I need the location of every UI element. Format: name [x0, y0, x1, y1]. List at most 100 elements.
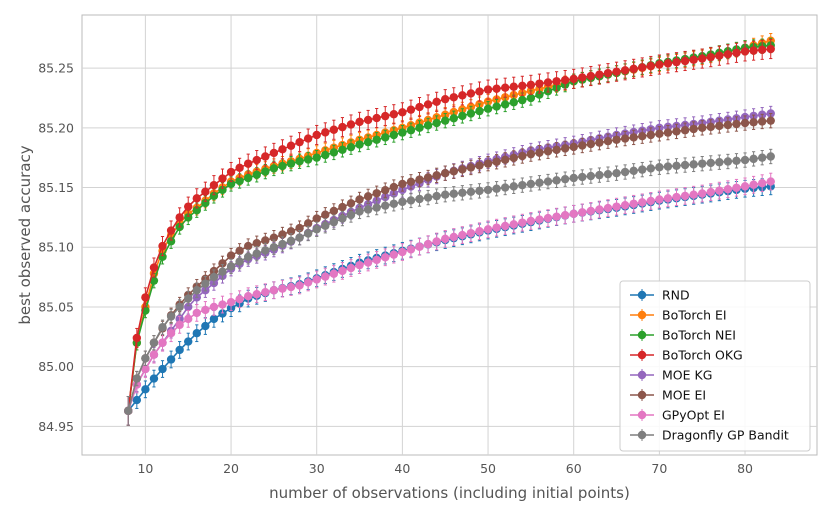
data-point: [578, 208, 587, 217]
data-point: [466, 187, 476, 197]
data-point: [381, 253, 390, 262]
data-point: [141, 364, 150, 374]
data-point: [226, 262, 236, 271]
data-point: [680, 56, 690, 66]
data-point: [698, 189, 707, 198]
data-point: [655, 195, 664, 204]
data-point: [372, 113, 381, 123]
data-point: [680, 191, 690, 201]
data-point: [595, 70, 604, 79]
data-point: [672, 127, 681, 136]
data-point: [526, 216, 536, 226]
legend-marker: [637, 350, 647, 360]
data-point: [680, 160, 690, 170]
data-point: [663, 59, 673, 68]
data-point: [706, 122, 715, 132]
data-point: [261, 236, 270, 245]
series-line: [127, 44, 771, 411]
data-point: [406, 196, 416, 205]
data-point: [166, 226, 176, 235]
data-point: [560, 211, 570, 220]
data-point: [175, 320, 184, 330]
data-point: [552, 176, 561, 185]
data-point: [406, 105, 416, 114]
data-point: [441, 190, 450, 199]
data-point: [458, 111, 467, 121]
data-point: [295, 281, 304, 290]
data-point: [603, 169, 613, 179]
data-point: [620, 66, 630, 75]
data-point: [595, 138, 604, 147]
data-point: [192, 194, 201, 203]
data-point: [141, 354, 150, 363]
data-point: [612, 67, 621, 76]
data-point: [235, 246, 244, 256]
legend: RND BoTorch EI BoTorch NEI BoTorch OKG MOE K…: [619, 280, 811, 452]
data-point: [698, 123, 707, 133]
data-point: [766, 44, 775, 54]
data-point: [132, 333, 142, 343]
data-point: [638, 198, 647, 207]
data-point: [620, 134, 630, 143]
data-point: [355, 260, 364, 270]
data-point: [406, 245, 416, 254]
series-layer: [124, 33, 775, 426]
x-tick-label: 80: [737, 461, 753, 476]
data-point: [363, 115, 373, 125]
data-point: [286, 159, 296, 168]
data-point: [466, 109, 476, 118]
data-point: [201, 187, 210, 196]
data-point: [338, 214, 347, 223]
data-point: [243, 173, 253, 183]
data-point: [723, 120, 733, 130]
data-point: [269, 164, 279, 173]
data-point: [389, 250, 399, 259]
data-point: [475, 161, 484, 170]
data-point: [209, 314, 219, 324]
data-point: [698, 159, 707, 168]
data-point: [518, 151, 527, 161]
data-point: [749, 180, 758, 189]
data-point: [715, 186, 724, 195]
data-point: [321, 210, 330, 219]
data-point: [500, 100, 510, 109]
data-point: [406, 177, 416, 187]
data-point: [363, 192, 373, 201]
legend-marker: [637, 370, 647, 380]
data-point: [192, 329, 201, 338]
data-point: [312, 275, 321, 284]
data-point: [483, 225, 493, 234]
data-point: [518, 95, 527, 105]
data-point: [235, 294, 244, 304]
data-point: [192, 206, 201, 215]
data-point: [578, 172, 587, 182]
data-point: [603, 137, 613, 146]
data-point: [286, 282, 296, 292]
data-point: [423, 173, 433, 182]
data-point: [663, 194, 673, 203]
data-point: [475, 227, 484, 236]
data-point: [201, 305, 210, 315]
data-point: [201, 321, 210, 331]
data-point: [269, 148, 279, 158]
data-point: [381, 111, 390, 121]
data-point: [389, 199, 399, 208]
data-point: [209, 191, 219, 201]
legend-marker: [637, 390, 647, 400]
data-point: [569, 209, 578, 219]
data-point: [278, 230, 287, 239]
data-point: [141, 293, 150, 302]
data-point: [706, 187, 715, 197]
data-point: [278, 145, 287, 154]
data-point: [638, 131, 647, 141]
data-point: [526, 179, 536, 189]
data-point: [149, 263, 159, 272]
data-point: [175, 302, 184, 312]
data-point: [509, 82, 518, 91]
data-point: [423, 239, 433, 249]
legend-marker: [637, 430, 647, 440]
data-point: [578, 141, 587, 150]
data-point: [398, 108, 407, 117]
legend-label: BoTorch NEI: [662, 328, 736, 343]
data-point: [415, 242, 424, 251]
